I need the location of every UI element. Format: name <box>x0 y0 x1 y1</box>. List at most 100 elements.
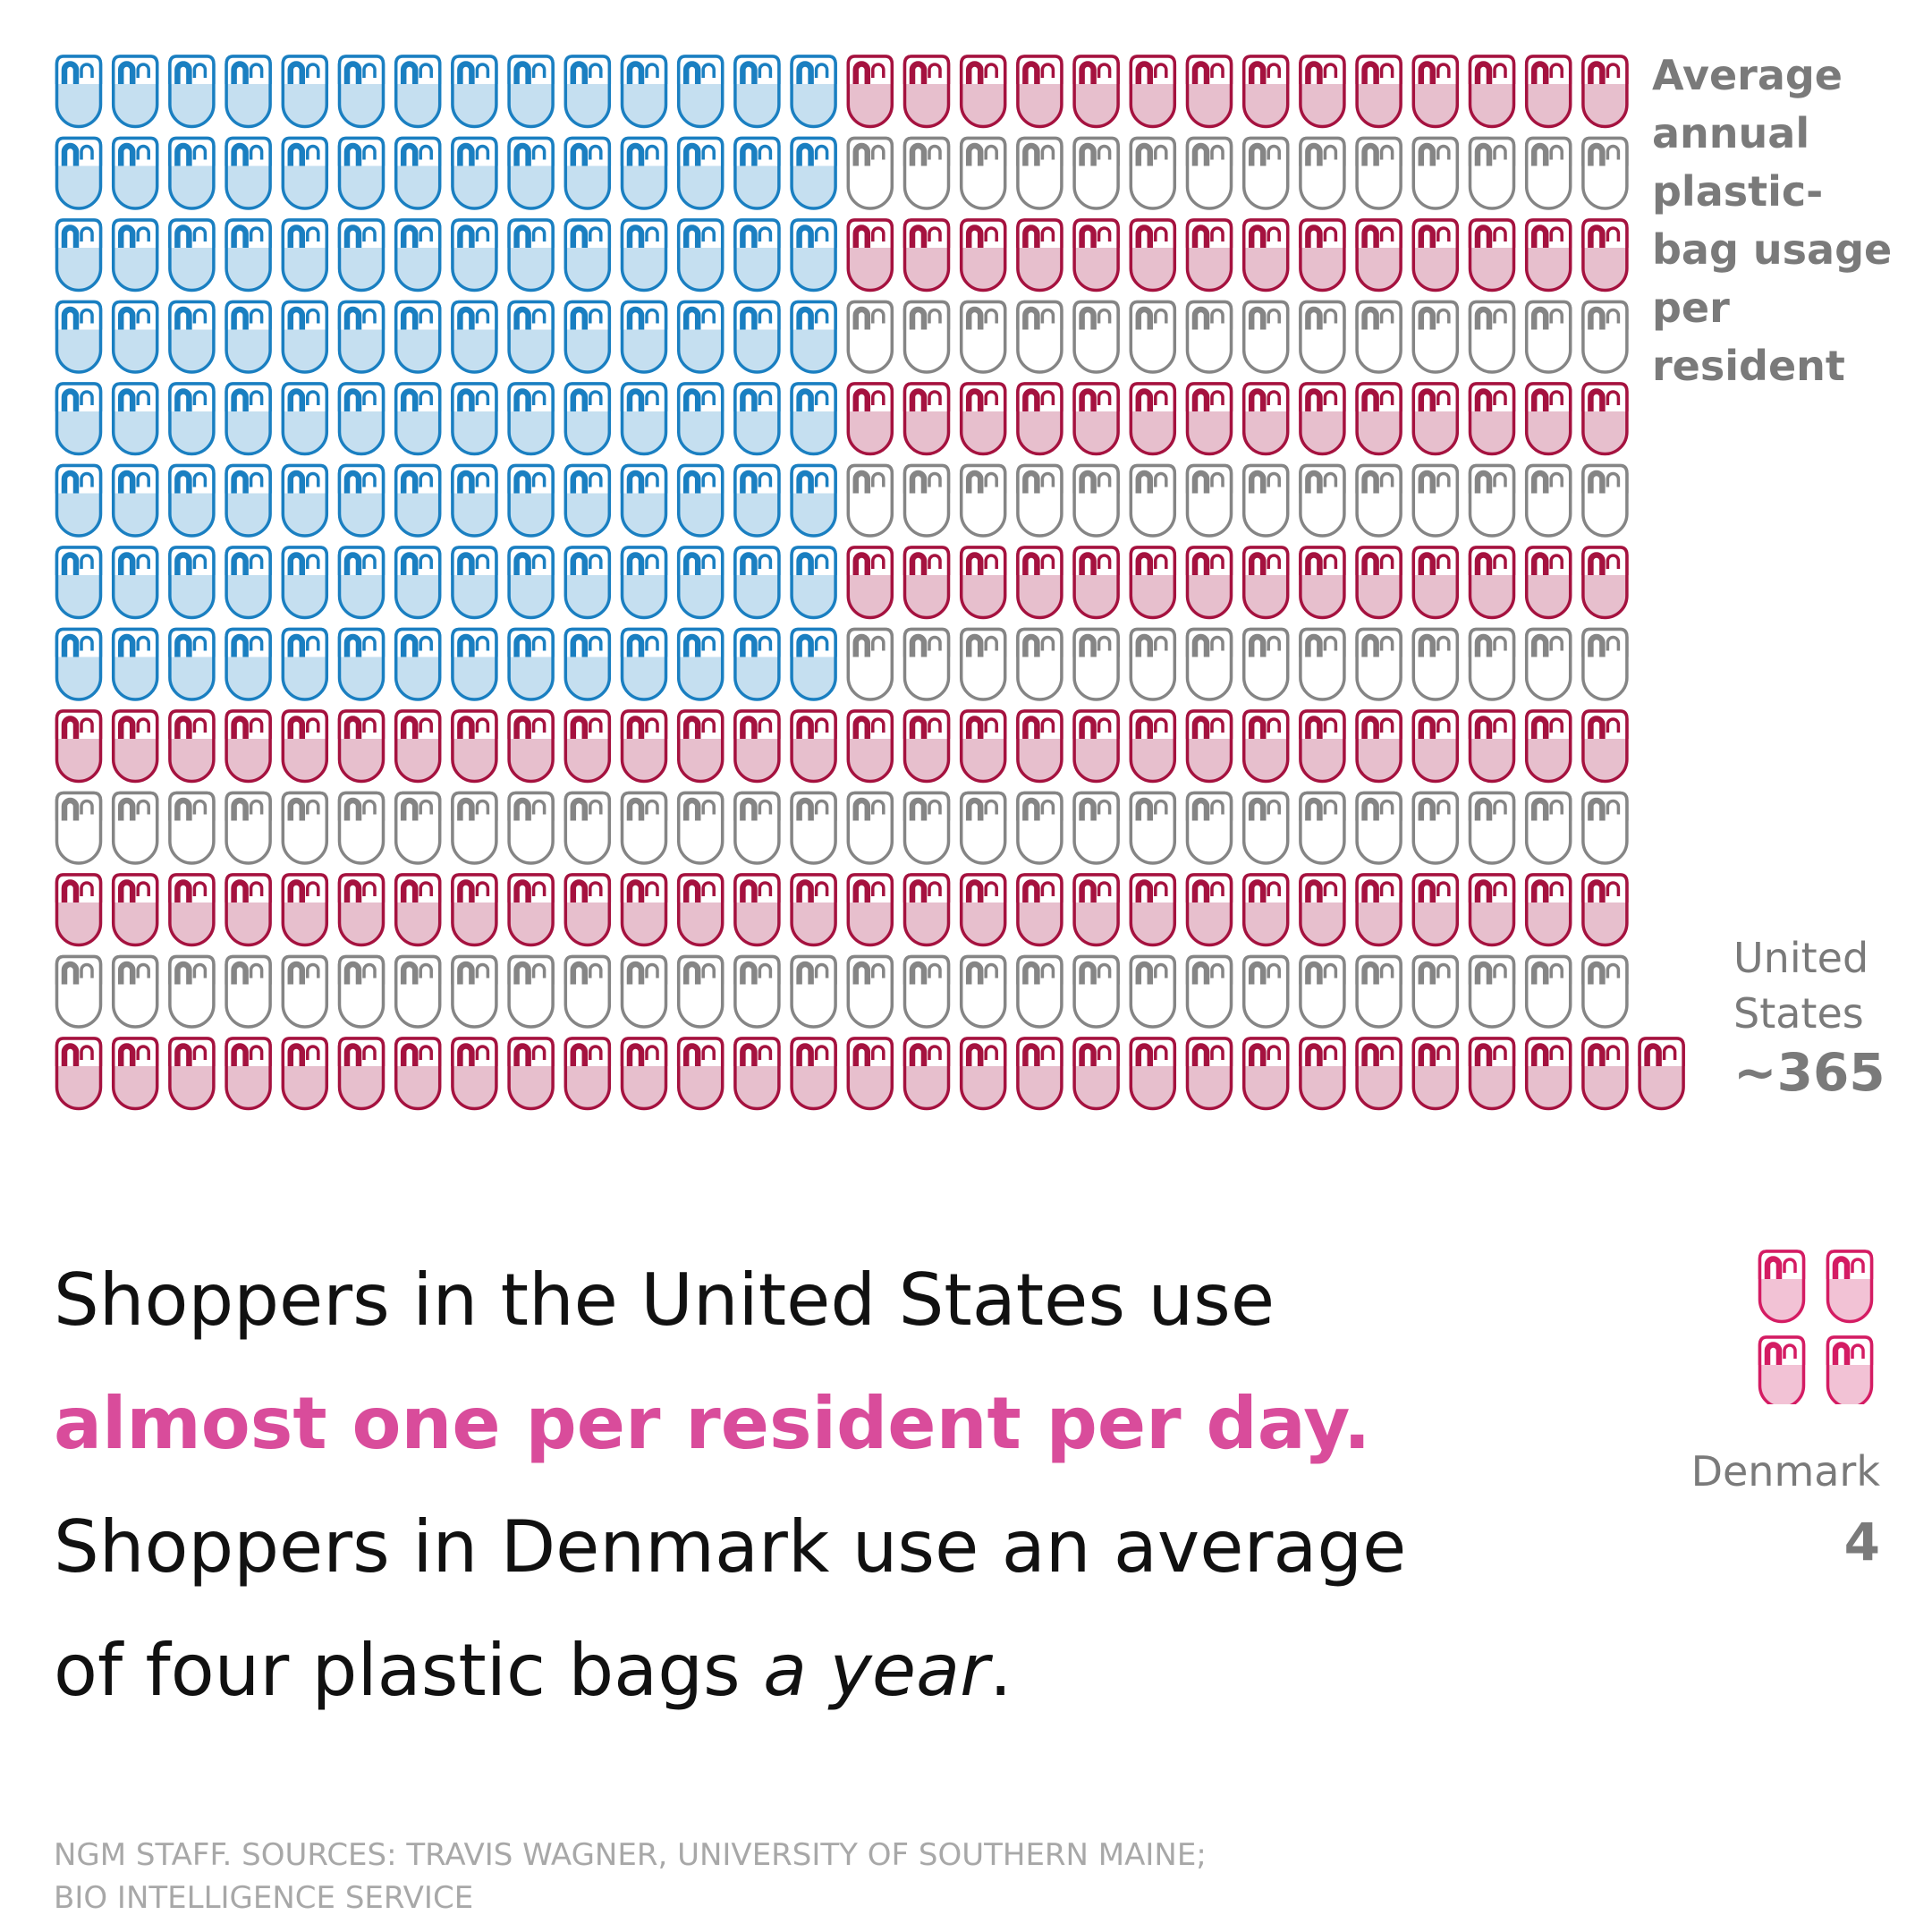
us-plastic-bag <box>1129 382 1177 456</box>
us-plastic-bag <box>1129 463 1177 538</box>
us-plastic-bag <box>451 709 498 784</box>
us-plastic-bag <box>564 954 612 1029</box>
us-plastic-bag <box>1299 463 1346 538</box>
us-plastic-bag <box>225 463 272 538</box>
us-plastic-bag <box>1072 463 1120 538</box>
us-plastic-bag <box>564 1037 612 1111</box>
us-plastic-bag <box>1299 382 1346 456</box>
us-plastic-bag <box>790 873 837 947</box>
us-plastic-bag <box>676 709 724 784</box>
us-plastic-bag <box>676 55 724 129</box>
us-plastic-bag <box>111 873 159 947</box>
us-plastic-bag <box>281 954 329 1029</box>
us-plastic-bag <box>507 382 555 456</box>
us-plastic-bag <box>451 873 498 947</box>
us-plastic-bag <box>507 218 555 292</box>
us-plastic-bag <box>1185 873 1233 947</box>
us-plastic-bag <box>507 546 555 620</box>
us-plastic-bag <box>1072 300 1120 374</box>
us-plastic-bag <box>225 136 272 210</box>
us-plastic-bag <box>337 136 386 210</box>
headline-line-1: Shoppers in the United States use <box>54 1258 1275 1342</box>
us-plastic-bag <box>394 382 442 456</box>
us-plastic-bag <box>620 463 668 538</box>
us-plastic-bag <box>790 382 837 456</box>
us-plastic-bag <box>111 1037 159 1111</box>
us-plastic-bag <box>1129 709 1177 784</box>
us-plastic-bag <box>281 873 329 947</box>
us-plastic-bag <box>1355 627 1402 701</box>
us-plastic-bag <box>337 382 386 456</box>
us-plastic-bag <box>959 55 1007 129</box>
us-plastic-bag <box>1581 382 1629 456</box>
legend-line: bag usage <box>1652 225 1893 274</box>
us-plastic-bag <box>1355 136 1402 210</box>
us-plastic-bag <box>902 300 951 374</box>
us-plastic-bag <box>1299 791 1346 865</box>
us-plastic-bag <box>1355 1037 1402 1111</box>
us-plastic-bag <box>507 873 555 947</box>
us-plastic-bag <box>1299 1037 1346 1111</box>
us-plastic-bag <box>1581 136 1629 210</box>
us-plastic-bag <box>55 300 103 374</box>
headline-italic: a year <box>763 1629 990 1712</box>
us-plastic-bag <box>394 218 442 292</box>
us-plastic-bag <box>846 709 894 784</box>
us-plastic-bag <box>1581 218 1629 292</box>
us-plastic-bag <box>959 136 1007 210</box>
us-plastic-bag <box>394 463 442 538</box>
us-plastic-bag <box>620 709 668 784</box>
us-plastic-bag <box>1355 873 1402 947</box>
us-plastic-bag <box>1524 1037 1572 1111</box>
us-plastic-bag <box>733 382 781 456</box>
us-plastic-bag <box>281 627 329 701</box>
us-plastic-bag <box>1411 136 1460 210</box>
us-plastic-bag <box>225 873 272 947</box>
us-plastic-bag <box>1355 546 1402 620</box>
us-plastic-bag <box>1355 791 1402 865</box>
us-plastic-bag <box>676 1037 724 1111</box>
us-plastic-bag <box>111 546 159 620</box>
us-plastic-bag <box>1468 791 1516 865</box>
denmark-label: Denmark <box>1690 1447 1880 1496</box>
us-plastic-bag <box>451 382 498 456</box>
us-plastic-bag <box>1299 954 1346 1029</box>
us-plastic-bag <box>111 136 159 210</box>
us-plastic-bag <box>1072 382 1120 456</box>
us-plastic-bag <box>676 546 724 620</box>
us-plastic-bag <box>1581 463 1629 538</box>
us-plastic-bag <box>337 546 386 620</box>
us-plastic-bag <box>902 873 951 947</box>
us-plastic-bag <box>451 791 498 865</box>
us-plastic-bag <box>564 218 612 292</box>
us-plastic-bag <box>1072 55 1120 129</box>
us-plastic-bag <box>225 709 272 784</box>
us-plastic-bag <box>281 300 329 374</box>
us-plastic-bag <box>111 463 159 538</box>
us-plastic-bag <box>846 1037 894 1111</box>
us-plastic-bag <box>111 627 159 701</box>
us-plastic-bag <box>1241 791 1290 865</box>
us-plastic-bag <box>790 1037 837 1111</box>
us-plastic-bag <box>1185 546 1233 620</box>
us-plastic-bag <box>902 55 951 129</box>
us-plastic-bag <box>620 791 668 865</box>
legend-line: annual <box>1652 109 1810 157</box>
us-plastic-bag <box>451 463 498 538</box>
us-plastic-bag <box>790 218 837 292</box>
us-plastic-bag <box>846 382 894 456</box>
us-plastic-bag <box>846 463 894 538</box>
headline-highlight: almost one per resident per day. <box>54 1382 1371 1465</box>
us-plastic-bag <box>1468 382 1516 456</box>
us-plastic-bag <box>733 546 781 620</box>
us-plastic-bag <box>168 463 216 538</box>
us-plastic-bag <box>1524 136 1572 210</box>
denmark-plastic-bag <box>1826 1250 1874 1324</box>
us-plastic-bag <box>1129 627 1177 701</box>
us-plastic-bag <box>620 136 668 210</box>
us-plastic-bag <box>168 873 216 947</box>
us-plastic-bag <box>1129 791 1177 865</box>
us-plastic-bag <box>281 546 329 620</box>
us-plastic-bag <box>507 300 555 374</box>
